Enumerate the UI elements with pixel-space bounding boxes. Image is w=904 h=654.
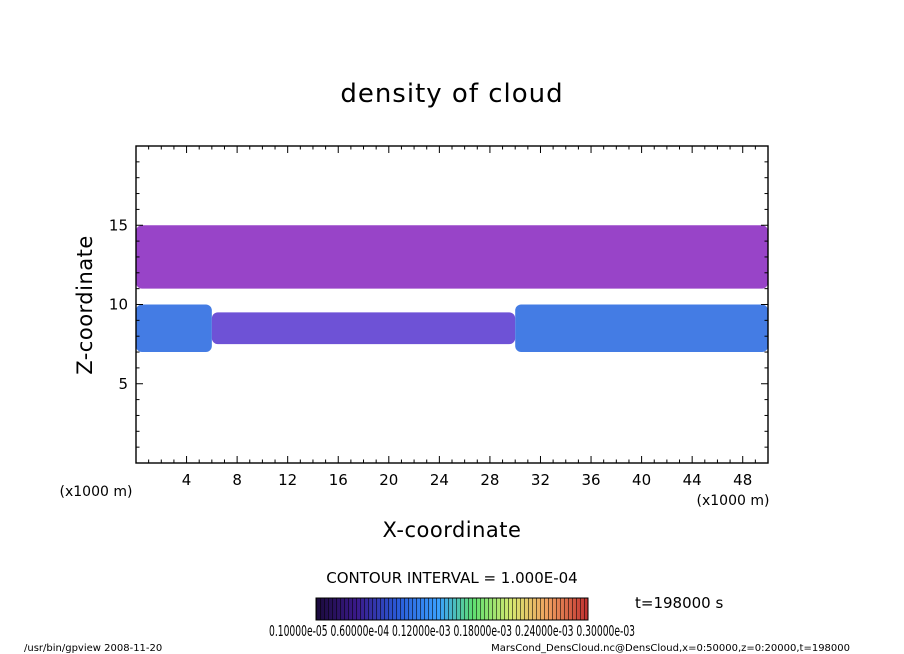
x-tick-label: 16 (329, 471, 348, 489)
y-tick-label: 5 (118, 375, 128, 393)
x-tick-label: 44 (683, 471, 702, 489)
x-tick-label: 4 (182, 471, 192, 489)
x-tick-label: 36 (581, 471, 600, 489)
z-unit-label: (x1000 m) (60, 484, 133, 500)
colorbar-stripes (316, 598, 588, 620)
footer-left: /usr/bin/gpview 2008-11-20 (24, 643, 162, 654)
x-tick-label: 32 (531, 471, 550, 489)
x-unit-label: (x1000 m) (697, 493, 770, 509)
cloud-region (136, 225, 768, 289)
x-tick-label: 20 (379, 471, 398, 489)
footer-right: MarsCond_DensCloud.nc@DensCloud,x=0:5000… (491, 643, 850, 654)
cloud-region (515, 304, 768, 353)
colorbar-labels: 0.10000e-05 0.60000e-04 0.12000e-03 0.18… (269, 622, 635, 640)
x-axis-label: X-coordinate (383, 518, 522, 542)
cloud-regions (136, 225, 768, 353)
x-tick-label: 24 (430, 471, 449, 489)
y-tick-label: 10 (109, 296, 128, 314)
x-tick-label: 12 (278, 471, 297, 489)
y-tick-label: 15 (109, 216, 128, 234)
x-tick-label: 8 (232, 471, 242, 489)
x-tick-label: 28 (480, 471, 499, 489)
chart-title: density of cloud (340, 79, 563, 109)
cloud-region (136, 304, 212, 353)
y-axis-ticks: 5 10 15 (109, 145, 768, 464)
x-tick-label: 48 (733, 471, 752, 489)
y-axis-label: Z-coordinate (73, 235, 97, 375)
contour-interval: CONTOUR INTERVAL = 1.000E-04 (326, 569, 577, 587)
time-label: t=198000 s (635, 594, 723, 612)
x-tick-label: 40 (632, 471, 651, 489)
x-axis-ticks: 4 8 12 16 20 24 28 32 36 40 44 48 (135, 146, 769, 489)
cloud-region (211, 312, 516, 345)
colorbar-frame (315, 597, 589, 621)
